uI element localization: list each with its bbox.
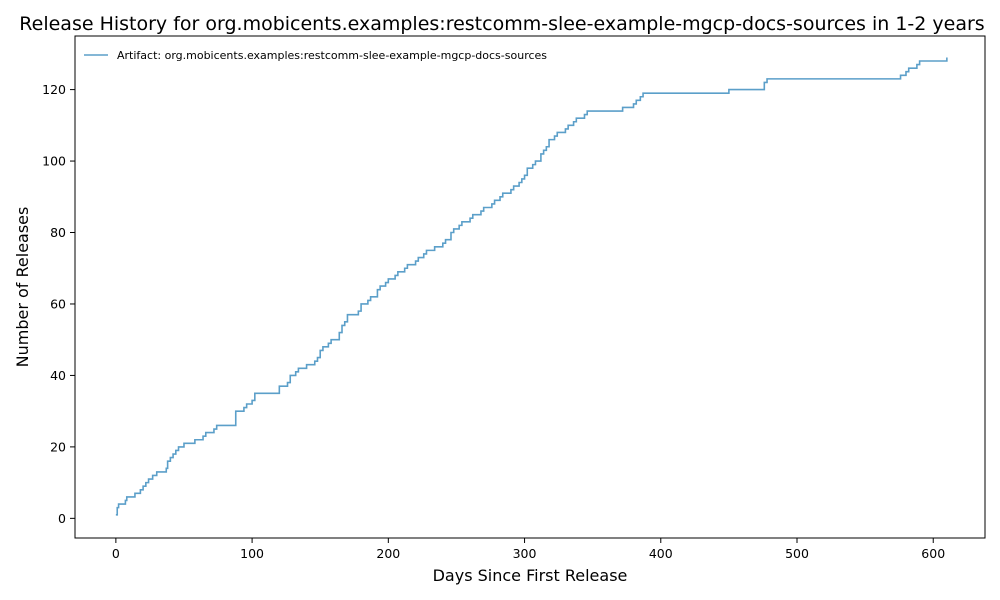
x-tick-label: 300 [513,546,537,561]
legend: Artifact: org.mobicents.examples:restcom… [84,49,547,62]
y-tick-label: 60 [50,296,66,311]
y-tick-label: 80 [50,225,66,240]
y-tick-label: 120 [42,82,66,97]
plot-area: 0 100 200 300 400 500 600 0 20 40 60 80 100 120 [42,35,986,561]
y-axis-label: Number of Releases [13,207,32,368]
x-tick-label: 600 [921,546,945,561]
plot-frame [74,35,986,539]
x-tick-label: 100 [240,546,264,561]
x-tick-label: 400 [649,546,673,561]
x-tick-label: 0 [112,546,120,561]
x-axis-label: Days Since First Release [433,566,628,585]
series-line [115,57,948,516]
x-tick-label: 200 [376,546,400,561]
y-tick-label: 20 [50,439,66,454]
x-tick-label: 500 [785,546,809,561]
chart-title: Release History for org.mobicents.exampl… [19,13,984,35]
legend-entry: Artifact: org.mobicents.examples:restcom… [117,49,547,62]
y-tick-label: 100 [42,154,66,169]
y-tick-label: 40 [50,368,66,383]
y-tick-label: 0 [58,511,66,526]
